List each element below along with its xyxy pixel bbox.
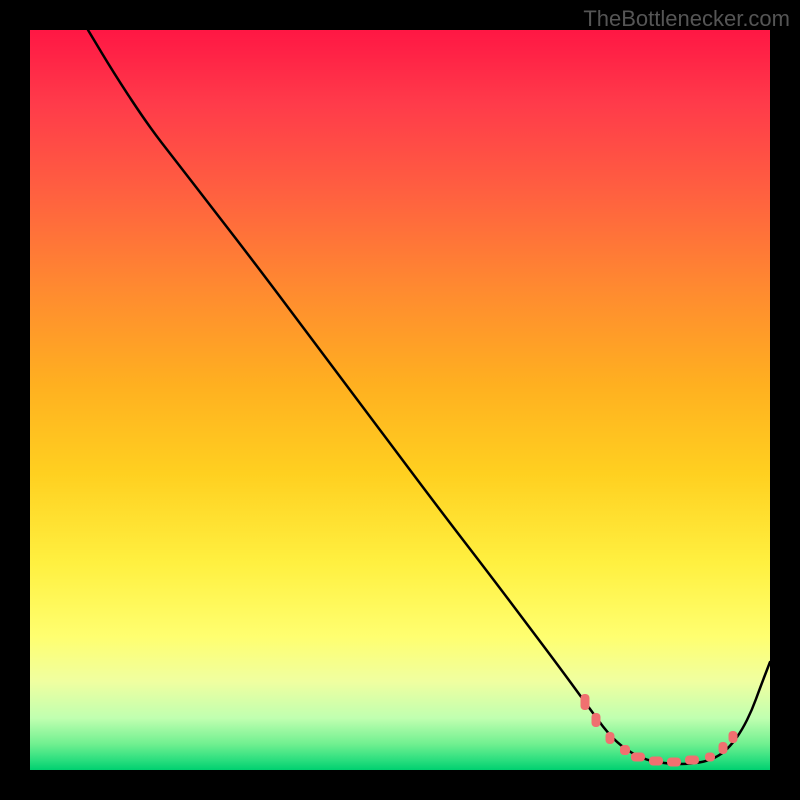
- curve-marker: [581, 694, 590, 710]
- curve-marker: [649, 757, 663, 766]
- chart-area: [30, 30, 770, 770]
- chart-frame: [30, 30, 770, 770]
- curve-layer: [30, 30, 770, 770]
- curve-marker: [685, 756, 699, 765]
- curve-marker: [631, 753, 645, 762]
- curve-marker: [729, 731, 738, 743]
- curve-marker: [719, 742, 728, 754]
- curve-marker: [592, 713, 601, 727]
- curve-marker: [667, 758, 681, 767]
- curve-marker: [606, 732, 615, 744]
- bottleneck-curve: [88, 30, 770, 764]
- curve-marker: [705, 753, 715, 762]
- curve-marker: [620, 745, 630, 755]
- curve-markers: [581, 694, 738, 767]
- watermark-text: TheBottlenecker.com: [583, 6, 790, 32]
